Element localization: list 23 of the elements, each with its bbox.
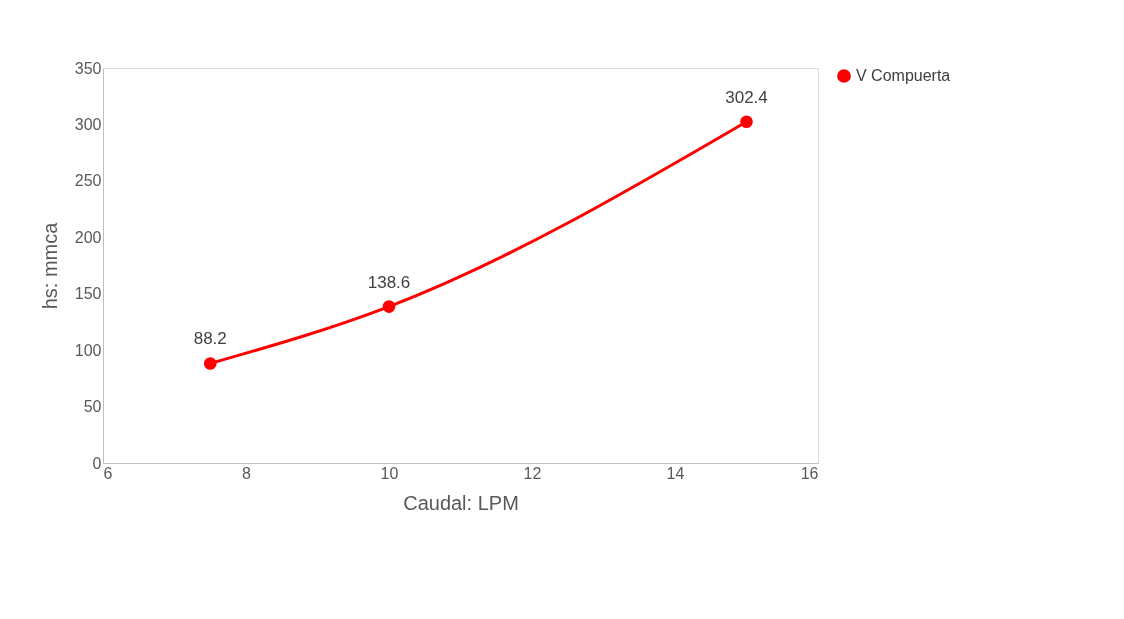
y-axis-title: hs: mmca <box>38 221 61 310</box>
point <box>740 115 753 129</box>
y-tick-label: 150 <box>74 285 102 303</box>
y-tick-label: 250 <box>74 172 102 190</box>
x-axis-title: Caudal: LPM <box>403 491 519 514</box>
x-tick-label: 10 <box>380 464 399 482</box>
y-tick-label: 200 <box>74 228 102 246</box>
x-tick-label: 14 <box>666 464 685 482</box>
x-tick-label: 12 <box>523 464 542 482</box>
y-tick-label: 100 <box>74 341 102 359</box>
x-tick-label: 8 <box>242 464 252 482</box>
x-tick-label: 6 <box>103 464 113 482</box>
legend-label: V Compuerta <box>856 67 951 84</box>
y-tick-label: 350 <box>74 59 102 77</box>
x-tick-label: 16 <box>800 464 819 482</box>
y-tick-label: 0 <box>92 454 102 472</box>
data-label: 88.2 <box>193 329 227 349</box>
data-label: 302.4 <box>725 87 768 107</box>
point <box>203 357 217 370</box>
y-tick-label: 50 <box>83 398 102 416</box>
data-label: 138.6 <box>367 272 411 292</box>
y-tick-label: 300 <box>74 115 102 133</box>
point <box>382 300 396 313</box>
